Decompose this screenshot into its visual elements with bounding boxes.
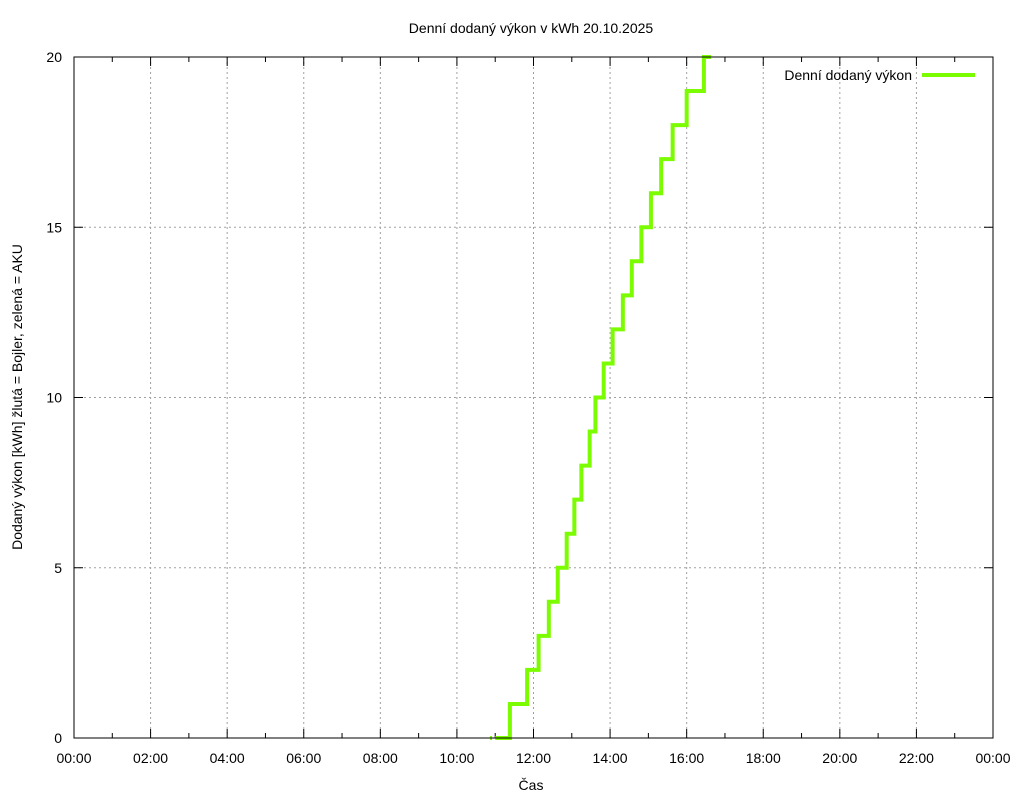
x-tick-label: 06:00 (286, 750, 321, 766)
x-tick-label: 02:00 (133, 750, 168, 766)
grid-lines (74, 57, 993, 738)
chart-title: Denní dodaný výkon v kWh 20.10.2025 (409, 20, 654, 36)
x-tick-label: 12:00 (516, 750, 551, 766)
x-tick-label: 10:00 (439, 750, 474, 766)
x-tick-label: 00:00 (56, 750, 91, 766)
x-tick-label: 00:00 (975, 750, 1010, 766)
x-tick-label: 04:00 (210, 750, 245, 766)
x-tick-label: 22:00 (899, 750, 934, 766)
x-tick-label: 20:00 (822, 750, 857, 766)
y-tick-label: 20 (46, 49, 62, 65)
y-tick-label: 15 (46, 219, 62, 235)
x-tick-label: 16:00 (669, 750, 704, 766)
data-series (490, 55, 711, 740)
y-tick-label: 0 (54, 730, 62, 746)
y-tick-labels: 0 5 10 15 20 (46, 49, 62, 746)
legend: Denní dodaný výkon (784, 67, 975, 83)
x-tick-label: 08:00 (363, 750, 398, 766)
x-tick-label: 14:00 (593, 750, 628, 766)
plot-frame (73, 56, 994, 739)
series-line (490, 55, 711, 740)
x-tick-label: 18:00 (746, 750, 781, 766)
legend-label: Denní dodaný výkon (784, 67, 912, 83)
y-tick-label: 5 (54, 560, 62, 576)
x-tick-labels: 00:00 02:00 04:00 06:00 08:00 10:00 12:00 14:00… (56, 750, 1010, 766)
y-tick-label: 10 (46, 390, 62, 406)
y-axis-label: Dodaný výkon [kWh] žlutá = Bojler, zelen… (9, 244, 25, 550)
x-axis-label: Čas (519, 777, 544, 793)
